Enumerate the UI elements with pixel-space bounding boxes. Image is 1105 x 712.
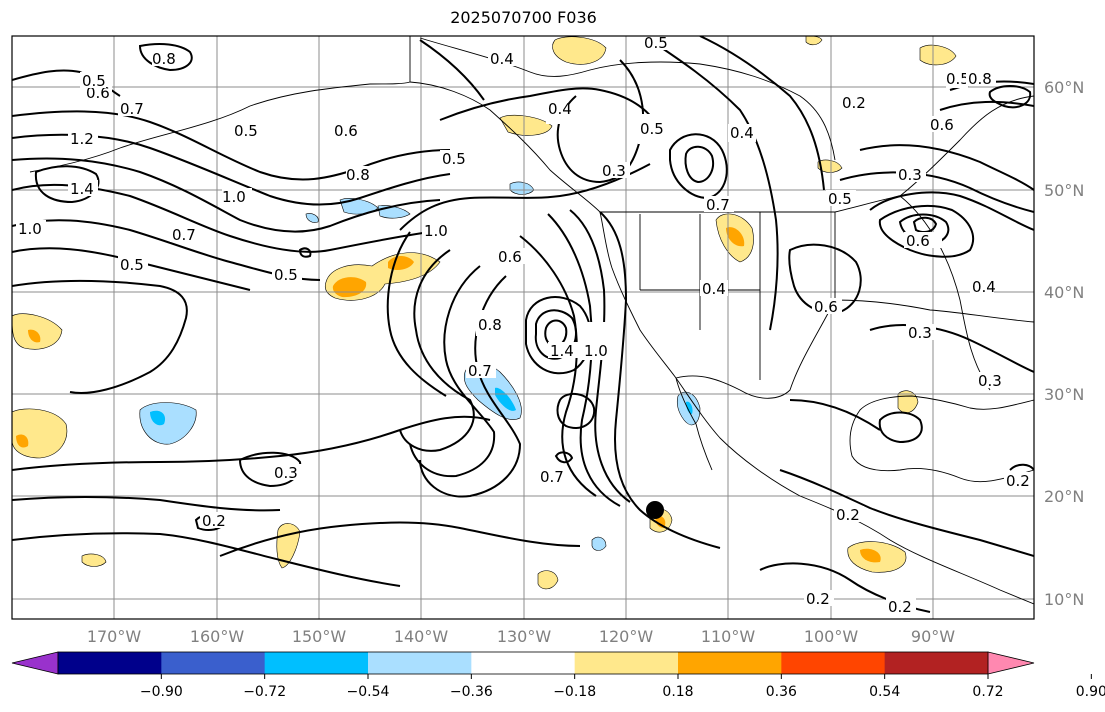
graticule	[12, 36, 1034, 619]
contour-label: 0.4	[730, 124, 754, 142]
contour-label: 0.5	[644, 34, 668, 52]
colorbar-segment	[58, 652, 162, 674]
contour-label: 1.4	[550, 342, 574, 360]
contour-label: 0.3	[908, 324, 932, 342]
contour-label: 0.7	[468, 362, 492, 380]
lat-label: 40°N	[1044, 283, 1084, 302]
colorbar-segment	[161, 652, 266, 674]
colorbar-tick-label: −0.36	[450, 684, 493, 700]
colorbar-segment	[678, 652, 782, 674]
contour-label: 0.6	[334, 122, 358, 140]
colorbar-tick-label: −0.90	[140, 684, 183, 700]
contour-label: 1.0	[222, 188, 246, 206]
contour-label: 0.2	[842, 94, 866, 112]
lon-label: 100°W	[804, 627, 859, 646]
lat-label: 30°N	[1044, 385, 1084, 404]
colorbar-extend-high	[987, 651, 1035, 675]
contour-label: 0.4	[972, 278, 996, 296]
colorbar-segment	[781, 652, 886, 674]
contour-label: 0.2	[1006, 472, 1030, 490]
contour-label: 0.3	[602, 162, 626, 180]
colorbar-segment	[884, 652, 989, 674]
map-title: 2025070700 F036	[450, 8, 597, 27]
contour-label: 0.8	[968, 70, 992, 88]
longitude-labels: 170°W 160°W 150°W 140°W 130°W 120°W 110°…	[87, 627, 955, 646]
lon-label: 110°W	[701, 627, 756, 646]
contour-label-layer: 0.8 0.5 0.6 0.7 1.2 0.5 0.6 0.5 1.4 0.8 …	[16, 34, 1032, 616]
colorbar-outline	[57, 651, 989, 675]
colorbar-tick-label: 0.18	[662, 684, 693, 700]
contour-label: 0.2	[806, 590, 830, 608]
contour-label: 0.5	[946, 70, 970, 88]
contour-label: 0.6	[906, 232, 930, 250]
lat-label: 10°N	[1044, 590, 1084, 609]
colorbar-tick-label: −0.18	[553, 684, 596, 700]
contour-label: 0.8	[346, 166, 370, 184]
contour-label: 0.7	[120, 100, 144, 118]
colorbar-segment	[368, 652, 472, 674]
contour-label: 0.4	[490, 50, 514, 68]
contour-label: 0.4	[548, 100, 572, 118]
contour-label: 0.7	[540, 468, 564, 486]
storm-marker	[646, 501, 664, 519]
contour-label: 0.4	[702, 280, 726, 298]
colorbar-tick-label: 0.54	[869, 684, 900, 700]
contour-label: 0.5	[828, 190, 852, 208]
contour-label: 1.0	[18, 220, 42, 238]
contour-label: 0.5	[640, 120, 664, 138]
contour-label: 1.2	[70, 130, 94, 148]
colorbar: −0.90 −0.72 −0.54 −0.36 −0.18 0.18 0.36 0.54 0.7…	[11, 651, 1105, 700]
contour-label: 0.6	[814, 298, 838, 316]
contour-label: 0.3	[274, 464, 298, 482]
contour-label: 0.2	[888, 598, 912, 616]
map-frame	[11, 35, 1035, 620]
contour-label: 0.5	[82, 72, 106, 90]
contour-label: 0.5	[274, 266, 298, 284]
contour-label: 0.6	[86, 84, 110, 102]
colorbar-tick-label: −0.54	[347, 684, 390, 700]
contour-label: 0.6	[930, 116, 954, 134]
colorbar-segment	[471, 652, 576, 674]
contour-label: 0.6	[498, 248, 522, 266]
lat-label: 20°N	[1044, 487, 1084, 506]
lon-label: 140°W	[394, 627, 449, 646]
colorbar-segment	[264, 652, 369, 674]
colorbar-tick-label: 0.90	[1076, 684, 1105, 700]
lon-label: 90°W	[911, 627, 955, 646]
contour-label: 0.5	[120, 256, 144, 274]
lon-label: 150°W	[292, 627, 347, 646]
lon-label: 120°W	[599, 627, 654, 646]
contour-label: 0.3	[898, 166, 922, 184]
colorbar-segment	[574, 652, 679, 674]
latitude-labels: 60°N 50°N 40°N 30°N 20°N 10°N	[1044, 78, 1084, 609]
contour-lines	[12, 36, 1034, 613]
lon-label: 170°W	[87, 627, 142, 646]
contour-label: 0.8	[478, 316, 502, 334]
colorbar-tick-label: −0.72	[243, 684, 286, 700]
contour-label: 1.4	[70, 180, 94, 198]
lon-label: 160°W	[190, 627, 245, 646]
lat-label: 50°N	[1044, 181, 1084, 200]
colorbar-tick-label: 0.72	[972, 684, 1003, 700]
contour-label: 0.3	[978, 372, 1002, 390]
contour-label: 0.2	[202, 512, 226, 530]
lat-label: 60°N	[1044, 78, 1084, 97]
colorbar-tick-label: 0.36	[766, 684, 797, 700]
contour-label: 0.5	[442, 150, 466, 168]
contour-label: 0.5	[234, 122, 258, 140]
contour-label: 0.8	[152, 50, 176, 68]
colorbar-extend-low	[11, 651, 59, 675]
contour-label: 1.0	[584, 342, 608, 360]
lon-label: 130°W	[497, 627, 552, 646]
contour-label: 1.0	[424, 222, 448, 240]
contour-label: 0.2	[836, 506, 860, 524]
contour-label: 0.7	[172, 226, 196, 244]
contour-label: 0.7	[706, 196, 730, 214]
